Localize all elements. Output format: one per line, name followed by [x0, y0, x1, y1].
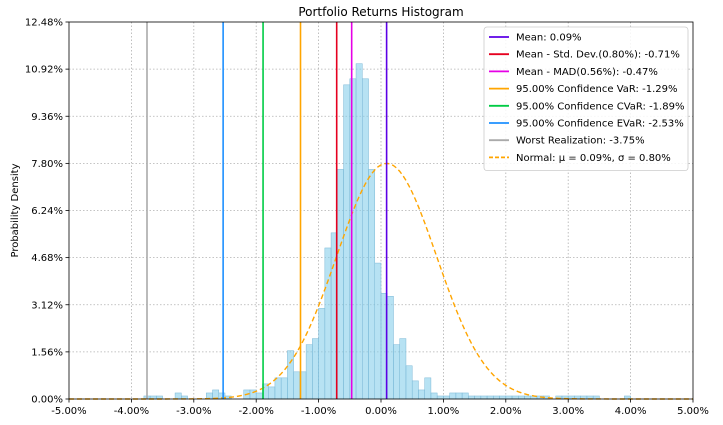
y-tick-label: 9.36%: [31, 112, 63, 123]
histogram-bar: [499, 395, 507, 400]
risk-lines: [146, 22, 388, 399]
x-tick-label: -5.00%: [51, 406, 86, 417]
legend-label: 95.00% Confidence VaR: -1.29%: [516, 84, 677, 95]
histogram-bar: [386, 296, 394, 400]
histogram-bar: [337, 169, 344, 400]
legend-label: Normal: μ = 0.09%, σ = 0.80%: [516, 153, 671, 164]
histogram-bar: [518, 395, 525, 400]
y-tick-label: 4.68%: [31, 253, 63, 264]
legend-label: Mean - Std. Dev.(0.80%): -0.71%: [516, 50, 680, 61]
histogram-bar: [461, 392, 469, 400]
histogram-bar: [324, 247, 332, 400]
y-tick-label: 7.80%: [31, 159, 63, 170]
x-tick-label: -3.00%: [176, 406, 211, 417]
histogram-bar: [443, 395, 450, 400]
legend-label: 95.00% Confidence CVaR: -1.89%: [516, 101, 684, 112]
histogram-bar: [318, 308, 326, 400]
histogram-bar: [399, 338, 407, 400]
histogram-bar: [511, 395, 519, 400]
legend-label: Worst Realization: -3.75%: [516, 136, 645, 147]
histogram-bar: [418, 389, 425, 400]
histogram-bar: [293, 371, 301, 400]
histogram-bar: [524, 395, 532, 400]
histogram-bar: [312, 338, 319, 400]
x-tick-label: -2.00%: [239, 406, 274, 417]
histogram-bar: [424, 377, 432, 400]
histogram-bar: [505, 395, 513, 400]
legend-label: 95.00% Confidence EVaR: -2.53%: [516, 119, 684, 130]
histogram-bar: [274, 377, 282, 400]
x-tick-label: -4.00%: [114, 406, 149, 417]
x-axis-ticks: -5.00% -4.00% -3.00% -2.00% -1.00% 0.00% 1.00%…: [51, 399, 709, 417]
x-tick-label: 1.00%: [428, 406, 460, 417]
y-tick-label: 6.24%: [31, 206, 63, 217]
histogram-bar: [493, 395, 500, 400]
histogram-bar: [374, 262, 382, 400]
histogram-bar: [486, 395, 494, 400]
histogram-bar: [349, 78, 357, 400]
histogram-bar: [436, 395, 444, 400]
histogram-bar: [405, 365, 413, 400]
y-tick-label: 10.92%: [25, 65, 63, 76]
histogram-bar: [368, 169, 376, 400]
histogram-bar: [174, 392, 182, 400]
histogram-bar: [287, 350, 294, 400]
x-tick-label: -1.00%: [301, 406, 336, 417]
legend-label: Mean: 0.09%: [516, 33, 582, 44]
histogram-bar: [268, 386, 276, 400]
histogram-bar: [355, 63, 363, 400]
legend: Mean: 0.09% Mean - Std. Dev.(0.80%): -0.7…: [483, 26, 689, 172]
histogram-bar: [430, 392, 438, 400]
legend-box: [483, 26, 689, 172]
histogram-bar: [255, 392, 263, 400]
x-tick-label: 0.00%: [365, 406, 397, 417]
y-tick-label: 0.00%: [31, 395, 63, 406]
y-tick-label: 12.48%: [25, 18, 63, 29]
y-axis-title: Probability Density: [10, 163, 21, 257]
histogram-bar: [455, 392, 463, 400]
histogram-bar: [343, 84, 351, 400]
x-tick-label: 5.00%: [677, 406, 709, 417]
histogram-bar: [468, 395, 475, 400]
chart-title: Portfolio Returns Histogram: [298, 5, 463, 19]
histogram-bar: [449, 392, 457, 400]
y-tick-label: 1.56%: [31, 347, 63, 358]
histogram-bar: [411, 380, 419, 400]
histogram-bar: [393, 344, 400, 400]
histogram-bar: [474, 395, 482, 400]
x-tick-label: 4.00%: [615, 406, 647, 417]
x-tick-label: 3.00%: [552, 406, 584, 417]
histogram-bar: [362, 78, 369, 400]
legend-label: Mean - MAD(0.56%): -0.47%: [516, 67, 658, 78]
histogram-bar: [480, 395, 488, 400]
y-tick-label: 3.12%: [31, 300, 63, 311]
y-axis-ticks: 0.00% 1.56% 3.12% 4.68% 6.24% 7.80% 9.36% 10.92…: [25, 18, 69, 406]
x-tick-label: 2.00%: [490, 406, 522, 417]
histogram-bar: [280, 377, 288, 400]
histogram-bar: [305, 344, 313, 400]
